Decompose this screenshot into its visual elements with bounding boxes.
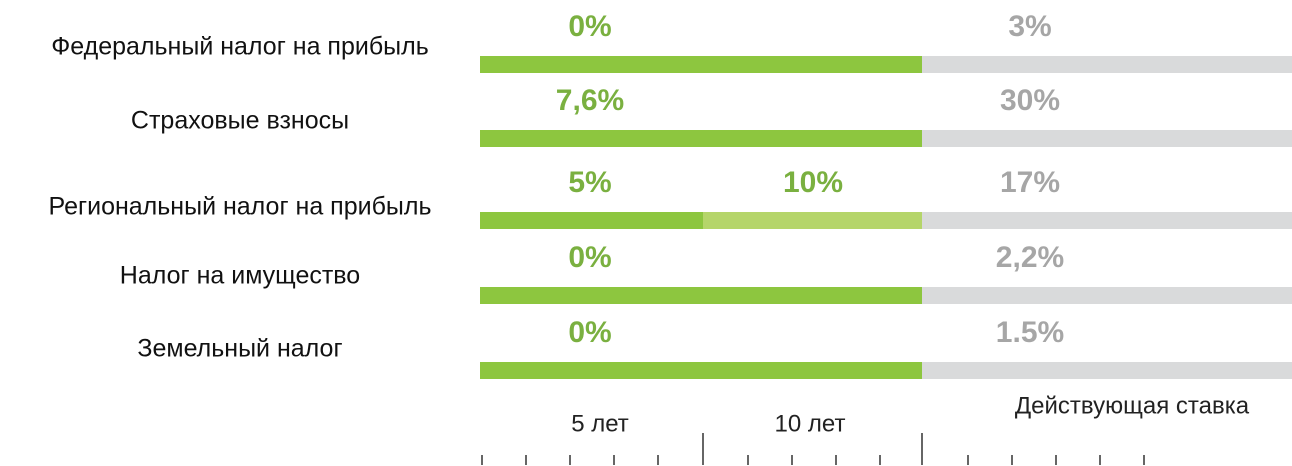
rate-label: 30% xyxy=(1000,84,1060,117)
bar-segment xyxy=(480,130,922,147)
bar-segment xyxy=(922,212,1292,229)
period-label: 5 лет xyxy=(571,410,629,437)
bar-segment xyxy=(922,56,1292,73)
row-label: Страховые взносы xyxy=(131,107,349,135)
rate-label: 17% xyxy=(1000,166,1060,199)
rate-label: 2,2% xyxy=(996,241,1064,274)
bar-segment xyxy=(922,130,1292,147)
rate-label: 7,6% xyxy=(556,84,624,117)
period-label: 10 лет xyxy=(775,410,846,437)
row-label: Федеральный налог на прибыль xyxy=(51,33,428,61)
bar-segment xyxy=(922,362,1292,379)
bar-segment xyxy=(480,56,922,73)
bar-segment xyxy=(480,287,922,304)
bar-segment xyxy=(480,212,703,229)
bar-segment xyxy=(480,362,922,379)
rate-label: 5% xyxy=(568,166,611,199)
rate-label: 1.5% xyxy=(996,316,1064,349)
rate-label: 0% xyxy=(568,316,611,349)
row-label: Налог на имущество xyxy=(120,262,360,290)
rate-label: 3% xyxy=(1008,10,1051,43)
rate-label: 10% xyxy=(783,166,843,199)
row-label: Земельный налог xyxy=(137,335,342,363)
bar-segment xyxy=(922,287,1292,304)
rate-label: 0% xyxy=(568,241,611,274)
row-label: Региональный налог на прибыль xyxy=(49,193,432,221)
rate-label: 0% xyxy=(568,10,611,43)
bar-segment xyxy=(703,212,922,229)
period-label: Действующая ставка xyxy=(1015,392,1250,419)
